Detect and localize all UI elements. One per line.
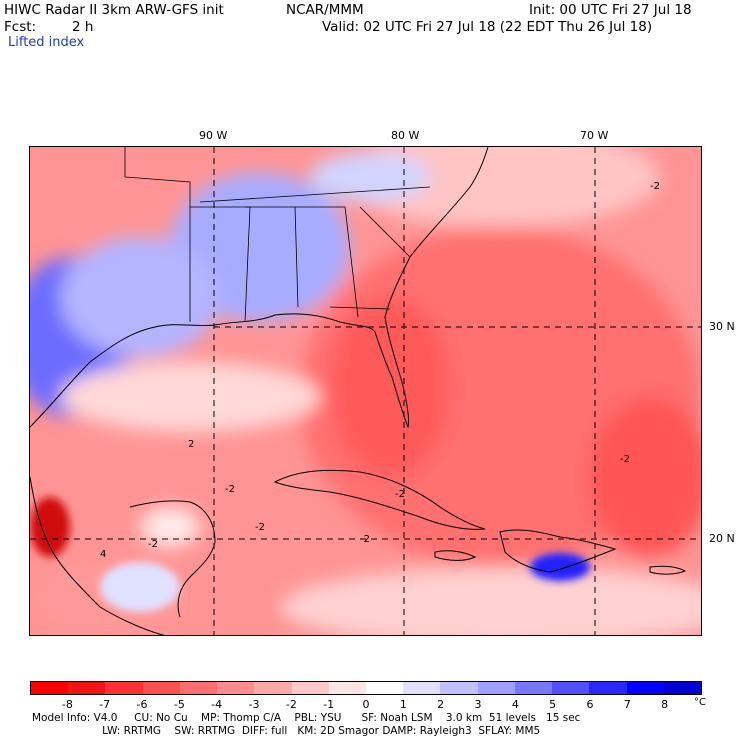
colorbar-tick-label: -6 — [136, 698, 148, 711]
hispaniola-outline — [499, 529, 617, 573]
colorbar-tick-label: -7 — [99, 698, 111, 711]
border-tennessee — [199, 186, 431, 203]
colorbar-tick-label: -8 — [61, 698, 73, 711]
lon-label-90w: 90 W — [199, 129, 228, 142]
colorbar-tick-label: -1 — [323, 698, 335, 711]
coastlines — [30, 147, 687, 635]
colorbar-swatch — [142, 682, 180, 694]
colorbar-swatch — [552, 682, 590, 694]
colorbar-swatch — [291, 682, 329, 694]
mexico-coast — [30, 476, 165, 635]
us-gulf-atlantic-coast — [30, 147, 489, 429]
lon-label-80w: 80 W — [391, 129, 420, 142]
field-name: Lifted index — [8, 35, 85, 50]
init-time: Init: 00 UTC Fri 27 Jul 18 — [529, 2, 692, 18]
gulf-neutral-band — [60, 362, 320, 432]
model-title: HIWC Radar II 3km ARW-GFS init — [4, 2, 224, 18]
caribbean-neutral — [280, 567, 701, 635]
colorbar-swatch — [31, 682, 69, 694]
colorbar-swatch — [328, 682, 366, 694]
mexico-unstable-core — [30, 497, 70, 557]
colorbar-swatch — [217, 682, 255, 694]
colorbar-swatch — [514, 682, 553, 694]
colorbar-swatch — [589, 682, 627, 694]
colorbar-swatch — [626, 682, 664, 694]
org-label: NCAR/MMM — [286, 2, 364, 18]
contour-label: -2 — [148, 539, 158, 550]
yucatan-coast — [129, 500, 216, 618]
valid-time: Valid: 02 UTC Fri 27 Jul 18 (22 EDT Thu … — [322, 19, 653, 35]
guatemala-neutral — [100, 562, 180, 612]
colorbar-tick-label: -3 — [248, 698, 260, 711]
carolina-stable — [310, 152, 430, 202]
colorbar-tick-label: 2 — [437, 698, 445, 711]
florida-unstable-area — [330, 297, 450, 477]
model-info-line2: LW: RRTMG SW: RRTMG DIFF: full KM: 2D Sm… — [32, 725, 541, 737]
louisiana-stable — [60, 237, 220, 357]
colorbar-swatch — [68, 682, 106, 694]
contour-label: -2 — [360, 534, 370, 545]
map-canvas: -2 -2 -2 -2 -2 -2 -2 4 2 — [30, 147, 701, 635]
colorbar-tick-label: 4 — [511, 698, 519, 711]
colorbar-swatch — [105, 682, 143, 694]
colorbar-tick-label: 7 — [623, 698, 631, 711]
contour-label: 2 — [188, 439, 194, 450]
lon-label-70w: 70 W — [580, 129, 609, 142]
cuba-outline — [273, 469, 486, 530]
colorbar-swatch — [403, 682, 441, 694]
colorbar-tick-label: -4 — [211, 698, 223, 711]
border-florida — [329, 306, 391, 310]
yucatan-neutral — [140, 507, 200, 547]
colorbar-swatch — [663, 682, 701, 694]
colorbar-swatch — [365, 682, 404, 694]
lifted-index-map: -2 -2 -2 -2 -2 -2 -2 4 2 — [29, 146, 702, 636]
colorbar-tick-label: 6 — [586, 698, 594, 711]
border-alabama — [295, 206, 359, 318]
colorbar-tick-label: 8 — [661, 698, 669, 711]
colorbar-tick-label: 1 — [399, 698, 407, 711]
state-borders — [124, 147, 431, 323]
hispaniola-stable-core — [530, 553, 590, 581]
lat-label-30n: 30 N — [709, 320, 735, 333]
contour-label: -2 — [225, 484, 235, 495]
forecast-hour: 2 h — [72, 19, 94, 35]
contour-label: -2 — [395, 489, 405, 500]
contour-label: -2 — [620, 454, 630, 465]
lat-lon-grid — [30, 147, 701, 635]
forecast-label: Fcst: — [4, 19, 37, 35]
colorbar-tick-label: 3 — [474, 698, 482, 711]
colorbar-swatch — [440, 682, 478, 694]
border-georgia-sc — [359, 206, 411, 258]
contour-label: -2 — [255, 522, 265, 533]
lat-label-20n: 20 N — [709, 532, 735, 545]
colorbar — [30, 681, 702, 695]
border-oklahoma — [124, 147, 191, 257]
colorbar-tick-label: 5 — [549, 698, 557, 711]
colorbar-swatch — [179, 682, 218, 694]
contour-label: 4 — [100, 549, 106, 560]
jamaica-outline — [434, 550, 477, 561]
colorbar-swatch — [477, 682, 515, 694]
model-info-line1: Model Info: V4.0 CU: No Cu MP: Thomp C/A… — [32, 712, 581, 724]
colorbar-unit: °C — [694, 697, 706, 708]
contour-label: -2 — [650, 181, 660, 192]
colorbar-tick-label: -2 — [285, 698, 297, 711]
colorbar-tick-label: 0 — [362, 698, 370, 711]
east-unstable-core — [590, 397, 701, 557]
colorbar-swatch — [254, 682, 292, 694]
puerto-rico-outline — [649, 565, 687, 575]
colorbar-tick-label: -5 — [173, 698, 185, 711]
